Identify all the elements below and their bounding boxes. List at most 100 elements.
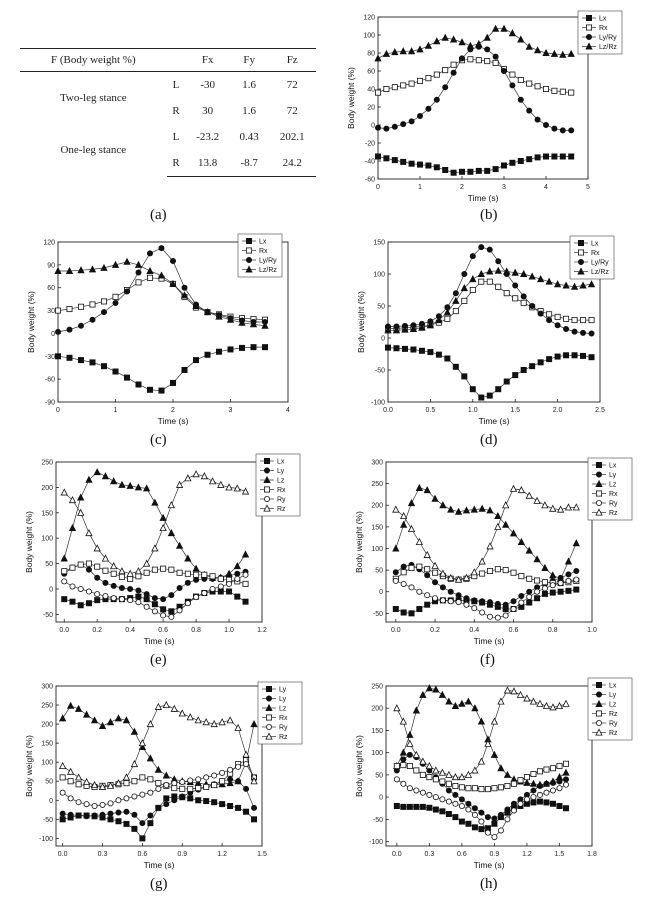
data-point (471, 785, 478, 792)
data-point (442, 67, 449, 74)
data-point (526, 588, 533, 595)
data-point (130, 727, 139, 735)
data-point (444, 315, 451, 322)
fy-cell: 1.6 (242, 105, 257, 117)
chart-d: 0.0 0.5 1.0 1.5 2.0 2.5 -100 -50 0 50 100 150 Time (… (356, 235, 615, 426)
data-point (530, 794, 537, 801)
x-tick-label: 0.2 (92, 627, 102, 634)
plot-frame (385, 461, 593, 623)
data-point (243, 761, 250, 768)
legend-label: Lz (609, 702, 617, 709)
data-point (546, 356, 553, 363)
data-point (565, 571, 572, 578)
data-point (60, 488, 68, 496)
x-tick-label: 2.5 (595, 407, 605, 414)
legend-label: Lx (277, 459, 285, 466)
data-point (426, 774, 433, 781)
data-point (131, 811, 138, 818)
data-point (568, 89, 575, 96)
data-point (523, 796, 530, 803)
data-point (432, 794, 439, 801)
data-point (536, 275, 545, 283)
legend-marker (263, 486, 270, 493)
data-point (160, 612, 167, 619)
data-point (101, 309, 108, 316)
data-point (393, 763, 400, 770)
data-point (503, 686, 512, 694)
legend-label: Rx (279, 715, 288, 722)
data-point (250, 777, 258, 785)
legend-label: Lz/Rz (259, 267, 277, 274)
x-tick-label: 1.0 (587, 627, 597, 634)
data-point (146, 386, 153, 393)
data-point (143, 596, 150, 603)
data-point (572, 503, 580, 511)
data-point (184, 554, 192, 562)
data-point (464, 697, 473, 705)
data-point (556, 505, 565, 513)
series-lz (393, 684, 570, 788)
legend: Lx Ly Lz Rx Ry Rz (255, 453, 301, 517)
data-point (510, 569, 517, 576)
data-point (478, 278, 485, 285)
fz-cell: 202.1 (279, 131, 305, 143)
data-point (235, 763, 242, 770)
data-point (557, 580, 564, 587)
data-point (408, 80, 415, 87)
legend: Lx Rx Ly/Ry Lz/Rz (577, 10, 623, 55)
chart-f: 0.0 0.2 0.4 0.6 0.8 1.0 -50 0 50 100 150 200 250 300 T… (354, 457, 633, 646)
data-point (454, 575, 463, 583)
data-point (211, 772, 218, 779)
data-point (542, 122, 549, 129)
data-point (491, 815, 498, 822)
data-point (536, 699, 544, 707)
legend-label: Ly (277, 468, 285, 475)
data-point (69, 598, 76, 605)
data-point (122, 773, 131, 781)
data-point (462, 573, 471, 581)
legend-box (255, 453, 301, 517)
data-point (580, 329, 587, 336)
data-point (415, 483, 424, 491)
data-point (135, 573, 142, 580)
data-point (537, 310, 544, 317)
legend-label: Lz/Rz (591, 269, 609, 276)
data-point (406, 785, 413, 792)
data-point (192, 301, 200, 309)
table-row: Two-leg stance L -30 1.6 72 (20, 72, 316, 104)
data-point (426, 804, 433, 811)
data-point (184, 600, 191, 607)
x-tick-label: 0.0 (59, 627, 69, 634)
series-ry (59, 761, 258, 809)
data-point (555, 701, 564, 709)
data-point (567, 49, 575, 57)
data-point (587, 280, 596, 288)
legend-label: Lx (609, 683, 617, 690)
data-point (526, 107, 533, 114)
data-point (452, 783, 459, 790)
data-point (115, 797, 122, 804)
data-point (425, 105, 432, 112)
data-point (82, 710, 91, 718)
data-point (61, 596, 68, 603)
x-axis-label: Time (s) (479, 416, 510, 426)
data-point (463, 601, 470, 608)
header-fx: Fx (185, 48, 230, 72)
series-line (388, 246, 592, 334)
data-point (503, 378, 510, 385)
data-point (66, 306, 73, 313)
data-point (151, 566, 158, 573)
data-point (219, 778, 226, 785)
data-point (151, 601, 158, 608)
data-point (450, 69, 457, 76)
x-tick-label: 1.8 (587, 851, 597, 858)
data-point (94, 597, 101, 604)
series-lz (58, 701, 258, 789)
data-point (400, 762, 407, 769)
data-point (160, 596, 167, 603)
data-point (392, 505, 400, 513)
data-point (169, 379, 176, 386)
data-point (235, 804, 242, 811)
data-point (208, 477, 217, 485)
data-point (68, 523, 77, 532)
